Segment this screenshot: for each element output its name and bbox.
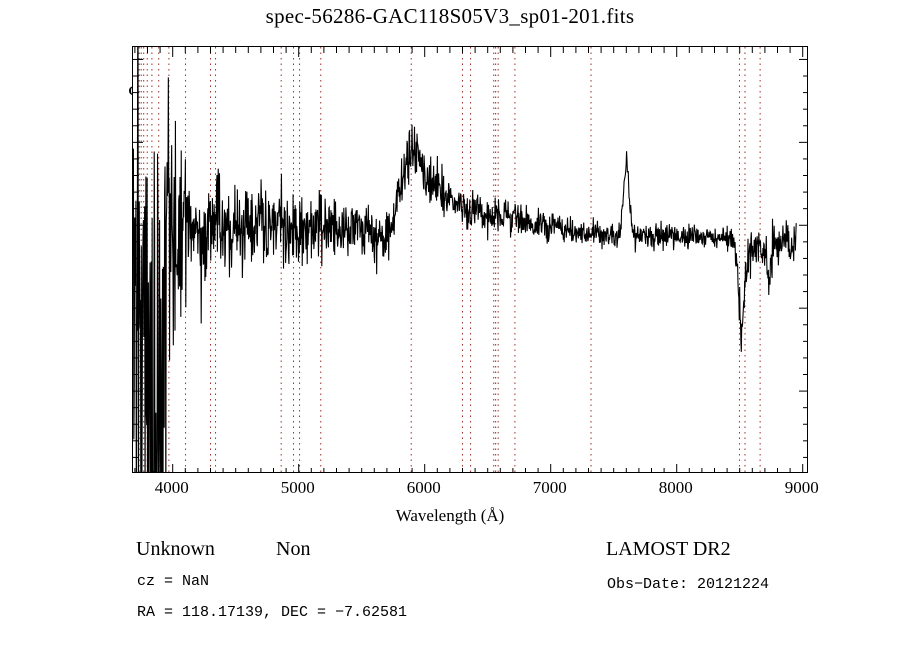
page-title: spec-56286-GAC118S05V3_sp01-201.fits (265, 4, 635, 28)
coordinates: RA = 118.17139, DEC = −7.62581 (137, 604, 408, 621)
x-tick-label: 5000 (280, 478, 315, 497)
x-tick-label: 6000 (406, 478, 441, 497)
spectrum-svg (133, 47, 807, 472)
x-tick-label: 9000 (784, 478, 819, 497)
x-tick-label: 4000 (154, 478, 189, 497)
spectrum-trace (133, 47, 797, 472)
object-subclass: Non (276, 538, 311, 560)
obs-date: Obs−Date: 20121224 (607, 576, 770, 593)
survey-name: LAMOST DR2 (606, 538, 731, 560)
x-tick-label: 7000 (532, 478, 567, 497)
x-axis-label: Wavelength (Å) (395, 506, 505, 525)
x-tick-label: 8000 (658, 478, 693, 497)
spectral-line-markers (138, 47, 761, 472)
plot-clip (133, 47, 807, 472)
spectrum-plot[interactable] (132, 46, 808, 473)
cz-value: cz = NaN (137, 573, 210, 590)
axis-ticks (133, 47, 807, 472)
object-class: Unknown (136, 538, 215, 560)
